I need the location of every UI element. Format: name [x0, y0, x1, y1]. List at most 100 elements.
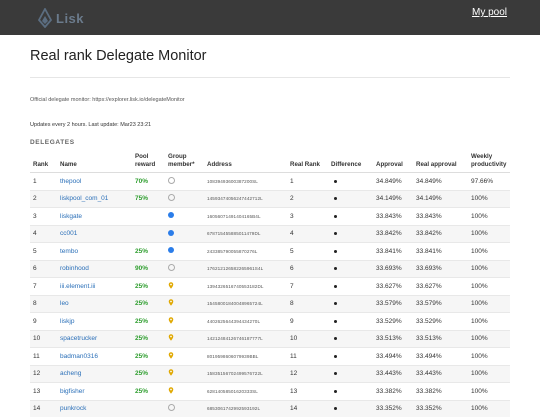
real-approval-cell: 33.352%	[413, 400, 468, 417]
weekly-productivity-cell: 100%	[468, 330, 510, 348]
real-rank-cell: 4	[287, 225, 328, 243]
approval-cell: 34.149%	[373, 190, 413, 208]
logo-text: Lisk	[56, 11, 84, 26]
address-cell: 678715455885011479DL	[204, 225, 287, 243]
black-dot-icon	[334, 337, 337, 340]
real-approval-cell: 33.443%	[413, 365, 468, 383]
weekly-productivity-cell: 100%	[468, 243, 510, 261]
address-cell: 243385790055870276L	[204, 243, 287, 261]
group-member-cell	[165, 278, 204, 296]
difference-cell	[328, 330, 373, 348]
location-pin-icon	[168, 369, 174, 376]
real-rank-cell: 5	[287, 243, 328, 261]
approval-cell: 33.841%	[373, 243, 413, 261]
group-member-cell	[165, 348, 204, 366]
pool-reward-cell: 25%	[132, 330, 165, 348]
update-info: Updates every 2 hours. Last update: Mar2…	[30, 122, 510, 128]
group-member-cell	[165, 190, 204, 208]
delegate-name-link[interactable]: punkrock	[57, 400, 132, 417]
black-dot-icon	[334, 215, 337, 218]
delegate-name-link[interactable]: iii.element.iii	[57, 278, 132, 296]
group-member-cell	[165, 208, 204, 226]
pool-reward-cell: 70%	[132, 173, 165, 191]
table-header-row: Rank Name Pool reward Group member* Addr…	[30, 153, 510, 173]
difference-cell	[328, 208, 373, 226]
delegate-name-link[interactable]: cc001	[57, 225, 132, 243]
weekly-productivity-cell: 100%	[468, 190, 510, 208]
delegate-name-link[interactable]: spacetrucker	[57, 330, 132, 348]
header-name: Name	[57, 153, 132, 173]
group-member-cell	[165, 173, 204, 191]
location-pin-icon	[168, 282, 174, 289]
my-pool-link[interactable]: My pool	[472, 7, 507, 18]
pool-reward-cell: 25%	[132, 295, 165, 313]
rank-cell: 10	[30, 330, 57, 348]
blue-dot-icon	[168, 230, 174, 236]
pool-reward-cell: 25%	[132, 383, 165, 401]
rank-cell: 3	[30, 208, 57, 226]
real-approval-cell: 33.529%	[413, 313, 468, 331]
real-rank-cell: 7	[287, 278, 328, 296]
pool-reward-cell: 25%	[132, 243, 165, 261]
rank-cell: 1	[30, 173, 57, 191]
delegate-name-link[interactable]: liskjp	[57, 313, 132, 331]
black-dot-icon	[334, 285, 337, 288]
difference-cell	[328, 365, 373, 383]
radio-empty-icon	[168, 177, 175, 184]
real-approval-cell: 34.149%	[413, 190, 468, 208]
approval-cell: 33.693%	[373, 260, 413, 278]
real-rank-cell: 12	[287, 365, 328, 383]
pool-reward-cell	[132, 400, 165, 417]
real-rank-cell: 1	[287, 173, 328, 191]
approval-cell: 33.579%	[373, 295, 413, 313]
difference-cell	[328, 243, 373, 261]
approval-cell: 33.627%	[373, 278, 413, 296]
address-cell: 1394326516740553182DL	[204, 278, 287, 296]
delegates-table: Rank Name Pool reward Group member* Addr…	[30, 153, 510, 417]
delegate-name-link[interactable]: bigfisher	[57, 383, 132, 401]
weekly-productivity-cell: 97.66%	[468, 173, 510, 191]
section-title: DELEGATES	[30, 139, 510, 146]
header-rank: Rank	[30, 153, 57, 173]
blue-dot-icon	[168, 212, 174, 218]
weekly-productivity-cell: 100%	[468, 348, 510, 366]
delegate-name-link[interactable]: acheng	[57, 365, 132, 383]
black-dot-icon	[334, 355, 337, 358]
divider	[30, 77, 510, 78]
black-dot-icon	[334, 407, 337, 410]
real-approval-cell: 33.841%	[413, 243, 468, 261]
real-rank-cell: 13	[287, 383, 328, 401]
pool-reward-cell: 75%	[132, 190, 165, 208]
real-rank-cell: 9	[287, 313, 328, 331]
delegate-name-link[interactable]: liskgate	[57, 208, 132, 226]
rank-cell: 14	[30, 400, 57, 417]
pool-reward-cell: 25%	[132, 365, 165, 383]
address-cell: 6853061742992593192L	[204, 400, 287, 417]
address-cell: 14212484126746187777L	[204, 330, 287, 348]
delegate-name-link[interactable]: badman0316	[57, 348, 132, 366]
approval-cell: 33.842%	[373, 225, 413, 243]
location-pin-icon	[168, 299, 174, 306]
delegate-name-link[interactable]: tembo	[57, 243, 132, 261]
address-cell: 4402625644394434270L	[204, 313, 287, 331]
page-title: Real rank Delegate Monitor	[30, 47, 510, 65]
rank-cell: 8	[30, 295, 57, 313]
logo[interactable]: Lisk	[38, 6, 84, 30]
address-cell: 14593474056247442712L	[204, 190, 287, 208]
real-rank-cell: 8	[287, 295, 328, 313]
delegate-name-link[interactable]: thepool	[57, 173, 132, 191]
delegate-name-link[interactable]: leo	[57, 295, 132, 313]
radio-empty-icon	[168, 264, 175, 271]
real-rank-cell: 10	[287, 330, 328, 348]
pool-reward-cell	[132, 208, 165, 226]
delegate-name-link[interactable]: robinhood	[57, 260, 132, 278]
difference-cell	[328, 295, 373, 313]
delegate-name-link[interactable]: liskpool_com_01	[57, 190, 132, 208]
